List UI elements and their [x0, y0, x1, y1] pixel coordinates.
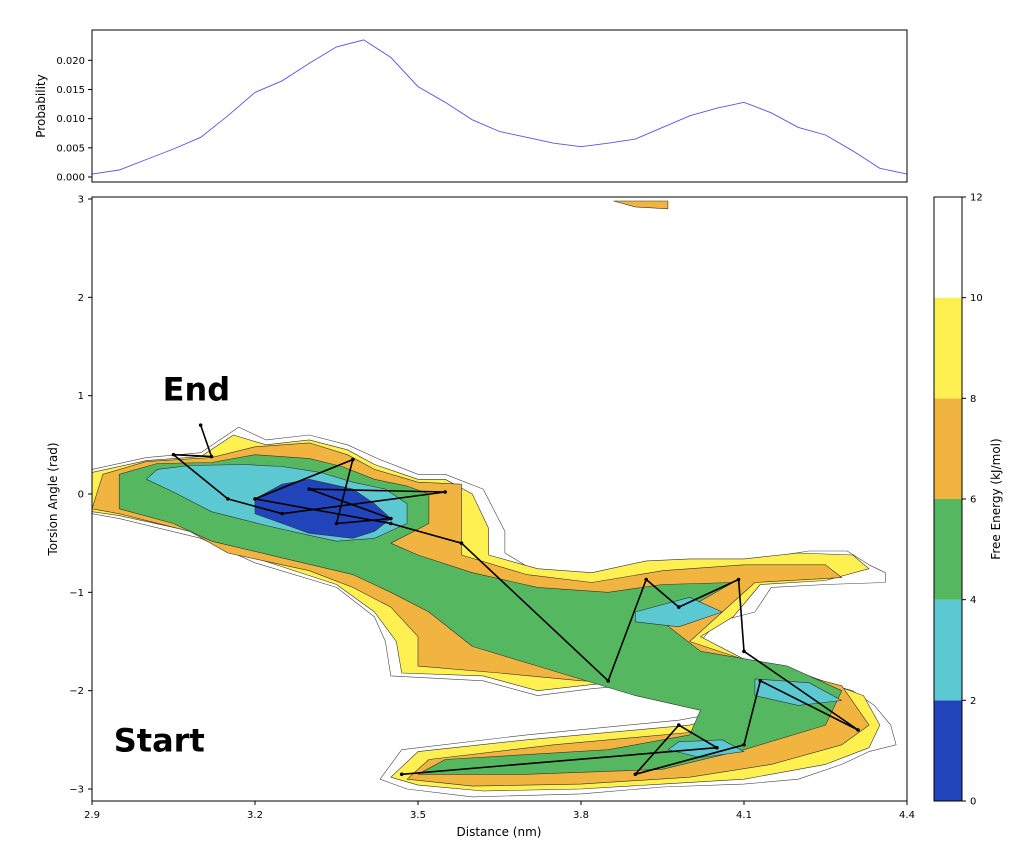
probability-ytick-label: 0.005 [56, 143, 85, 154]
trajectory-point [389, 516, 393, 521]
torsion-ylabel: Torsion Angle (rad) [46, 442, 60, 556]
torsion-ytick-label: 1 [78, 391, 84, 402]
trajectory-point [399, 772, 404, 777]
colorbar-band [934, 599, 962, 701]
colorbar-band [934, 398, 962, 499]
trajectory-point [856, 728, 860, 732]
colorbar-tick-label: 0 [970, 797, 976, 808]
colorbar: 0 2 4 6 8 10 12 Free Energy (kJ/mol) [933, 193, 1003, 808]
distance-xtick-label: 2.9 [84, 810, 100, 821]
torsion-ytick-label: 3 [78, 195, 84, 206]
probability-ytick-label: 0.010 [56, 114, 85, 125]
trajectory-point [736, 577, 741, 582]
trajectory-point [226, 497, 230, 501]
colorbar-band [934, 197, 962, 298]
distance-xtick-label: 4.1 [736, 810, 752, 821]
trajectory-point [280, 511, 284, 516]
trajectory-point [715, 745, 719, 750]
distance-xtick-label: 3.8 [573, 810, 589, 821]
contour-panel-frame [91, 196, 908, 802]
trajectory-point [644, 577, 648, 582]
torsion-ytick-label: 0 [78, 490, 84, 501]
distance-xlabel: Distance (nm) [457, 825, 542, 839]
colorbar-band [934, 499, 962, 600]
torsion-ytick-label: −3 [69, 785, 84, 796]
colorbar-tick-label: 4 [970, 595, 976, 606]
distance-xtick-label: 3.5 [410, 810, 426, 821]
probability-panel-frame [91, 29, 908, 183]
colorbar-band [934, 297, 962, 399]
contour-island-2 [634, 596, 723, 628]
distance-xtick-label: 3.2 [247, 810, 263, 821]
colorbar-tick-label: 8 [970, 394, 976, 405]
colorbar-tick-label: 10 [970, 293, 983, 304]
trajectory-point [742, 649, 746, 654]
distance-xtick-label: 4.4 [899, 810, 915, 821]
trajectory-point [677, 723, 681, 727]
trajectory-point [253, 497, 257, 501]
trajectory-point [389, 521, 393, 526]
probability-ylabel: Probability [34, 74, 48, 137]
end-annotation: End [163, 371, 231, 409]
torsion-ytick-label: −1 [69, 588, 84, 599]
torsion-ytick-label: 2 [78, 293, 84, 304]
trajectory-point [334, 521, 339, 526]
colorbar-label: Free Energy (kJ/mol) [989, 438, 1003, 559]
trajectory-point [351, 457, 355, 462]
trajectory-point [307, 487, 312, 491]
colorbar-tick-label: 6 [970, 495, 976, 506]
trajectory-point [171, 452, 176, 457]
probability-series-line [92, 39, 907, 175]
trajectory-point [633, 772, 638, 777]
trajectory-point [758, 679, 763, 683]
probability-ytick-label: 0.020 [56, 56, 85, 67]
probability-ytick-label: 0.015 [56, 85, 85, 96]
colorbar-tick-label: 12 [970, 193, 983, 204]
contour-panel: 2.9 3.2 3.5 3.8 4.1 4.4 −3 −2 −1 0 1 2 3 Distance (… [46, 195, 915, 840]
trajectory-point [677, 605, 681, 609]
probability-ytick-label: 0.000 [56, 173, 85, 184]
contour-level-4 [118, 454, 843, 775]
trajectory-point [742, 742, 746, 747]
contour-top-blip [613, 200, 669, 210]
trajectory-point [209, 454, 214, 459]
trajectory-point [443, 490, 447, 494]
trajectory-point [459, 541, 464, 545]
probability-panel: 0.000 0.005 0.010 0.015 0.020 Probability [34, 29, 908, 184]
colorbar-tick-label: 2 [970, 696, 976, 707]
start-annotation: Start [114, 722, 205, 760]
colorbar-band [934, 700, 962, 801]
torsion-ytick-label: −2 [69, 686, 84, 697]
trajectory-point [198, 423, 203, 427]
trajectory-point [606, 679, 610, 683]
